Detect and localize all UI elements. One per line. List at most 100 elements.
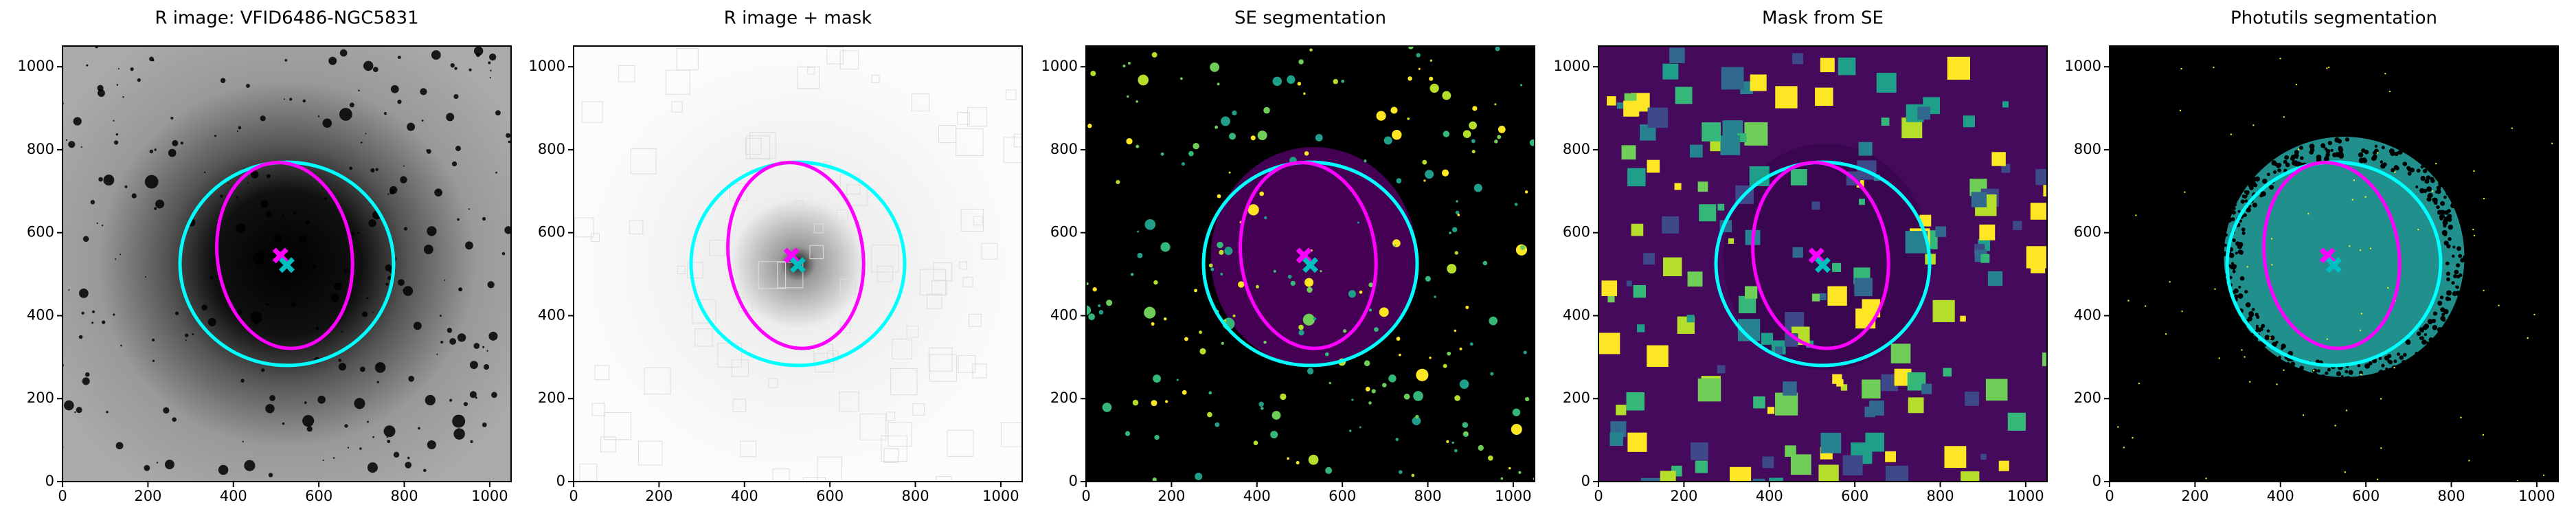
segment [1304,278,1314,287]
segment [1359,426,1362,429]
star [290,302,296,308]
x-tick-label: 800 [390,488,418,504]
speckle [2239,276,2245,281]
speckle [2343,383,2348,388]
star [96,222,98,225]
x-tick-label: 200 [134,488,161,504]
segment [2527,337,2529,339]
x-tick-label: 200 [1157,488,1185,504]
mask-box [1832,262,1842,272]
speckle [2336,371,2342,376]
speckle [2439,216,2443,221]
segment [1199,348,1206,355]
mask-outline [594,365,610,381]
segment [1390,106,1398,114]
segment [1374,327,1379,333]
speckle [2456,263,2461,268]
mask-outline [758,261,787,289]
speckle [2270,353,2274,358]
speckle [2445,261,2450,266]
mask-box [1728,238,1735,244]
mask-outline [687,262,703,278]
x-tick-label: 400 [220,488,247,504]
mask-box [2035,169,2047,185]
speckle [2243,213,2247,217]
star [423,245,433,254]
mask-outline [644,367,671,395]
mask-box [1690,144,1703,158]
mask-outline [591,403,605,416]
mask-outline [962,277,973,288]
segment [1498,125,1506,133]
star [124,185,128,188]
star [334,282,342,291]
mask-box [1947,56,1970,80]
star [207,317,216,326]
star [473,343,480,349]
star [250,311,262,324]
segment [1447,351,1451,356]
speckle [2233,207,2236,210]
speckle [2237,249,2243,254]
star [465,241,473,250]
speckle [2285,162,2290,168]
segment [1298,330,1304,336]
segment [1376,111,1386,121]
segment [1224,247,1233,256]
mask-box [1961,471,1980,482]
star [260,200,269,208]
speckle [2448,237,2452,241]
star [372,67,379,73]
mask-outline [746,135,770,160]
star [440,340,444,344]
segment [1272,411,1281,420]
speckle [2365,381,2371,386]
segment [1457,214,1460,216]
speckle [2226,298,2232,304]
segment [1250,135,1256,141]
star [322,459,324,462]
segment [1364,360,1370,367]
speckle [2445,191,2450,196]
star [359,447,362,450]
mask-outline [692,299,716,324]
segment [1454,251,1458,255]
segment [1398,353,1401,357]
star [155,199,165,209]
mask-outline [797,66,820,89]
speckle [2241,194,2246,199]
mask-box [1886,465,1908,482]
marker [1302,257,1318,273]
segment [1525,396,1530,402]
star [227,182,229,184]
segment [1489,316,1498,326]
star [330,293,340,302]
star [310,254,313,257]
segment [2283,369,2285,371]
star [436,353,438,355]
segment [2297,148,2300,150]
star [201,304,207,311]
star [265,404,275,414]
mask-outline [859,414,887,440]
x-tick-label: 1000 [2518,488,2555,504]
segment [1364,159,1367,163]
segment [2483,197,2485,200]
star [469,391,477,398]
segment [1303,92,1306,95]
speckle [2421,339,2427,345]
segment [1263,340,1267,344]
segment [1270,431,1278,439]
star [495,110,501,116]
speckle [2358,152,2364,158]
speckle [2244,194,2248,198]
star [444,279,446,281]
mask-box [1987,271,2003,286]
y-tick-label: 400 [538,306,565,323]
speckle [2264,335,2270,340]
mask-box [1790,169,1807,185]
speckle [2403,352,2407,357]
star [281,213,284,216]
segment [2345,409,2348,412]
speckle [2364,363,2371,369]
